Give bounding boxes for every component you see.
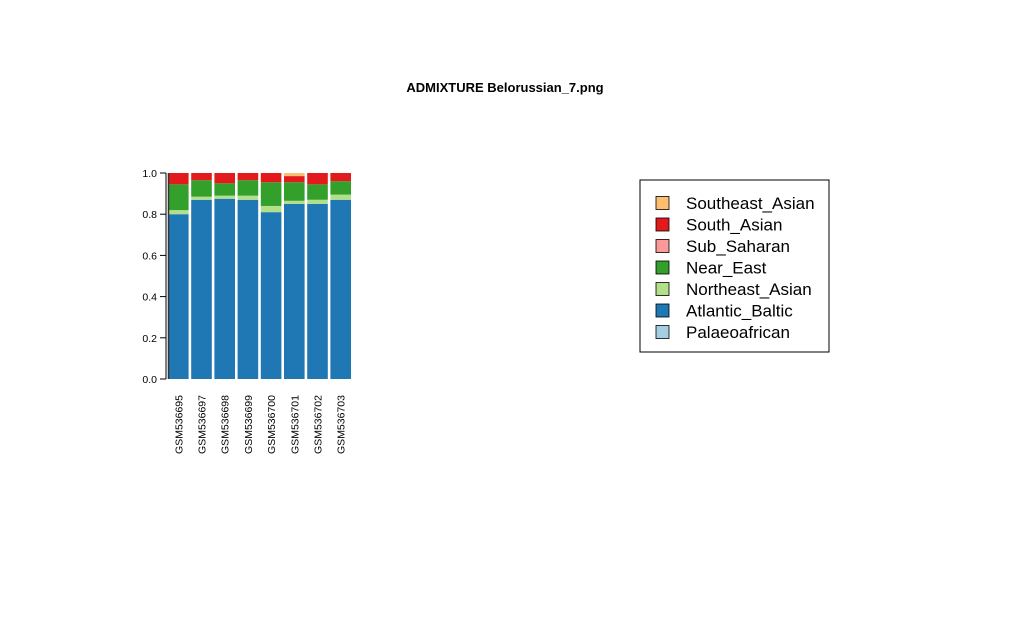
bar-segment-atlantic-baltic — [330, 199, 351, 379]
bar-segment-south-asian — [260, 173, 282, 183]
x-tick-label: GSM536695 — [173, 395, 185, 454]
legend-swatch — [655, 260, 670, 275]
bar-segment-near-east — [191, 180, 212, 197]
y-tick-label: 0.6 — [142, 250, 157, 262]
bar-segment-near-east — [307, 184, 328, 200]
legend-swatch — [655, 217, 670, 232]
bar-segment-south-asian — [284, 176, 305, 183]
bar-segment-atlantic-baltic — [260, 212, 282, 379]
x-axis-labels: GSM536695 GSM536697 GSM536698 GSM536699 GSM5… — [173, 395, 347, 454]
x-tick-label: GSM536700 — [266, 395, 278, 454]
chart-title: ADMIXTURE Belorussian_7.png — [406, 80, 603, 95]
x-tick-label: GSM536697 — [197, 395, 209, 454]
legend-swatch — [655, 303, 670, 318]
bar-segment-near-east — [237, 180, 259, 196]
y-axis: 0.0 0.2 0.4 0.6 0.8 1.0 — [142, 168, 167, 386]
y-tick-label: 1.0 — [142, 168, 157, 180]
bar-segment-atlantic-baltic — [168, 214, 189, 379]
y-tick-label: 0.8 — [142, 209, 157, 221]
legend: Southeast_Asian South_Asian Sub_Saharan Nea… — [639, 179, 830, 353]
legend-swatch — [655, 196, 670, 210]
bar-segment-northeast-asian — [191, 196, 212, 200]
bar-segment-northeast-asian — [237, 195, 259, 200]
bar-segment-southeast-asian — [284, 173, 305, 177]
x-tick-label: GSM536701 — [289, 395, 301, 454]
bar-segment-near-east — [284, 182, 305, 201]
bar-segment-atlantic-baltic — [284, 203, 305, 379]
y-tick-label: 0.2 — [142, 333, 157, 345]
legend-label: Sub_Saharan — [686, 237, 790, 256]
bar-segment-near-east — [330, 181, 351, 195]
bar-segment-northeast-asian — [330, 194, 351, 200]
x-tick-label: GSM536702 — [313, 395, 325, 454]
bar-segment-near-east — [260, 182, 282, 206]
bar-segment-atlantic-baltic — [307, 203, 328, 379]
bar-segment-near-east — [168, 184, 189, 211]
legend-label: South_Asian — [686, 216, 782, 235]
x-tick-label: GSM536703 — [336, 395, 348, 454]
x-tick-label: GSM536698 — [220, 395, 232, 454]
bar-segment-northeast-asian — [214, 195, 235, 199]
y-tick-label: 0.4 — [142, 292, 157, 304]
bar-segment-south-asian — [191, 173, 212, 181]
legend-label: Palaeoafrican — [686, 323, 790, 342]
legend-label: Southeast_Asian — [686, 194, 815, 213]
legend-box — [639, 179, 830, 353]
bar-segment-south-asian — [168, 173, 189, 185]
x-tick-label: GSM536699 — [243, 395, 255, 454]
bar-segment-atlantic-baltic — [191, 199, 212, 379]
bar-segment-south-asian — [307, 173, 328, 185]
bar-segment-northeast-asian — [307, 199, 328, 204]
bar-segment-near-east — [214, 183, 235, 196]
bar-segment-south-asian — [330, 173, 351, 182]
bars — [167, 173, 351, 379]
bar-segment-south-asian — [214, 173, 235, 184]
bar-segment-atlantic-baltic — [214, 198, 235, 379]
y-tick-label: 0.0 — [142, 374, 157, 386]
legend-label: Atlantic_Baltic — [686, 302, 793, 321]
legend-swatch — [655, 239, 670, 253]
legend-swatch — [655, 282, 670, 296]
legend-label: Near_East — [686, 259, 767, 278]
bar-segment-south-asian — [237, 173, 259, 181]
legend-label: Northeast_Asian — [686, 280, 812, 299]
bar-segment-northeast-asian — [168, 210, 189, 215]
bar-segment-atlantic-baltic — [237, 199, 259, 379]
legend-swatch — [655, 325, 670, 339]
bar-segment-northeast-asian — [284, 200, 305, 204]
bar-segment-northeast-asian — [260, 205, 282, 213]
